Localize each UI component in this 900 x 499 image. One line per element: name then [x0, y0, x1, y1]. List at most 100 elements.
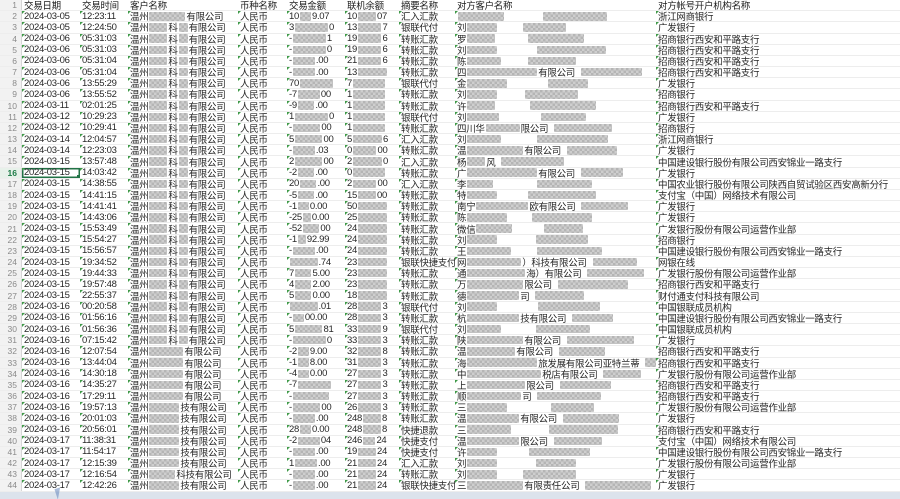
cell-counterparty-bank[interactable]: 广发银行 — [656, 22, 695, 33]
cell-currency[interactable]: 人民币 — [238, 167, 268, 178]
cell-summary[interactable]: 转账汇款 — [399, 223, 438, 234]
cell-time[interactable]: 00:20:58 — [80, 301, 117, 312]
cell-summary[interactable]: 银联代付 — [399, 111, 438, 122]
cell-currency[interactable]: 人民币 — [238, 402, 268, 413]
cell-customer-name[interactable]: 温州科有限公司 — [128, 178, 226, 189]
cell-balance[interactable]: 15 00 — [345, 189, 387, 201]
cell-balance[interactable]: 1 — [345, 100, 399, 111]
cell-date[interactable]: 2024-03-17 — [22, 458, 70, 469]
cell-currency[interactable]: 人民币 — [238, 290, 268, 301]
cell-counterparty-name[interactable] — [455, 11, 656, 21]
cell-currency[interactable]: 人民币 — [238, 335, 268, 346]
cell-amount[interactable]: .74 — [287, 256, 345, 267]
cell-currency[interactable]: 人民币 — [238, 279, 268, 290]
cell-amount[interactable]: 28 0.00 — [287, 424, 330, 435]
cell-counterparty-bank[interactable]: 广发银行 — [656, 480, 695, 491]
cell-summary[interactable]: 转账汇款 — [399, 201, 438, 212]
row-number[interactable]: 13 — [0, 134, 22, 145]
row-number[interactable]: 20 — [0, 212, 22, 223]
cell-counterparty-bank[interactable]: 招商银行西安和平路支行 — [656, 44, 760, 55]
cell-date[interactable]: 2024-03-16 — [22, 413, 70, 424]
cell-summary[interactable]: 汇入汇款 — [399, 134, 438, 145]
cell-counterparty-bank[interactable]: 广发银行股份有限公司运营作业部 — [656, 458, 797, 469]
cell-amount[interactable]: .01 — [287, 301, 345, 312]
row-number[interactable]: 17 — [0, 178, 22, 189]
cell-date[interactable]: 2024-03-15 — [22, 178, 70, 189]
cell-counterparty-name[interactable]: 刘 — [455, 44, 656, 55]
cell-date[interactable]: 2024-03-06 — [22, 55, 70, 67]
cell-counterparty-name[interactable]: 温有限公司 — [455, 145, 656, 155]
row-number[interactable]: 42 — [0, 458, 22, 469]
cell-time[interactable]: 15:54:27 — [80, 234, 117, 245]
cell-balance[interactable]: 2 00 — [345, 178, 388, 189]
cell-date[interactable]: 2024-03-16 — [22, 312, 70, 323]
cell-date[interactable]: 2024-03-06 — [22, 33, 70, 44]
cell-summary[interactable]: 转账汇款 — [399, 368, 438, 379]
cell-summary[interactable]: 转账汇款 — [399, 189, 438, 201]
cell-counterparty-bank[interactable]: 网银在线 — [656, 256, 695, 268]
cell-counterparty-name[interactable]: 上限公司 — [455, 379, 656, 390]
cell-counterparty-name[interactable]: 许 — [455, 446, 656, 457]
cell-currency[interactable]: 人民币 — [238, 391, 268, 402]
cell-counterparty-bank[interactable]: 财付通支付科技有限公司 — [656, 290, 760, 301]
cell-currency[interactable]: 人民币 — [238, 122, 268, 134]
cell-counterparty-bank[interactable]: 中国建设银行股份有限公司西安锦业一路支行 — [656, 446, 843, 458]
cell-counterparty-name[interactable]: 温限公司 — [455, 435, 656, 446]
cell-time[interactable]: 13:44:04 — [80, 357, 117, 368]
cell-time[interactable]: 12:23:03 — [80, 145, 117, 156]
row-number[interactable]: 6 — [0, 55, 22, 67]
cell-counterparty-bank[interactable]: 广发银行 — [656, 413, 695, 424]
cell-customer-name[interactable]: 温州 技有限公司 — [128, 413, 227, 424]
cell-counterparty-bank[interactable]: 中国建设银行股份有限公司西安锦业一路支行 — [656, 312, 843, 323]
cell-summary[interactable]: 银联代付 — [399, 78, 438, 89]
row-number[interactable]: 5 — [0, 44, 22, 55]
cell-summary[interactable]: 快捷退款 — [399, 424, 438, 435]
cell-balance[interactable]: 23 — [345, 256, 399, 267]
cell-summary[interactable]: 汇入汇款 — [399, 178, 438, 189]
row-number[interactable]: 24 — [0, 256, 22, 268]
cell-currency[interactable]: 人民币 — [238, 22, 268, 33]
cell-amount[interactable]: -9.00 — [287, 100, 328, 111]
cell-customer-name[interactable]: 温州科有限公司 — [128, 256, 226, 268]
cell-balance[interactable]: 24 — [345, 245, 399, 256]
cell-customer-name[interactable]: 温州科有限公司 — [128, 55, 226, 67]
cell-time[interactable]: 13:55:52 — [80, 89, 117, 100]
cell-counterparty-bank[interactable]: 招商银行西安和平路支行 — [656, 55, 760, 67]
cell-date[interactable]: 2024-03-15 — [22, 201, 70, 212]
row-number[interactable]: 36 — [0, 391, 22, 402]
cell-amount[interactable]: - .00 — [287, 67, 329, 78]
cell-counterparty-bank[interactable]: 广发银行 — [656, 469, 695, 480]
cell-balance[interactable]: 1 — [345, 111, 399, 122]
row-number[interactable]: 44 — [0, 480, 22, 491]
cell-summary[interactable]: 转账汇款 — [399, 279, 438, 290]
cell-counterparty-bank[interactable]: 支付宝（中国）网络技术有限公司 — [656, 189, 797, 201]
cell-time[interactable]: 05:31:03 — [80, 33, 117, 44]
cell-date[interactable]: 2024-03-16 — [22, 368, 70, 379]
cell-time[interactable]: 19:57:13 — [80, 402, 117, 413]
column-header-time[interactable]: 交易时间 — [82, 1, 119, 11]
cell-date[interactable]: 2024-03-17 — [22, 469, 70, 480]
row-number[interactable]: 12 — [0, 122, 22, 134]
cell-counterparty-bank[interactable]: 广发银行 — [656, 201, 695, 212]
cell-balance[interactable]: 32 8 — [345, 346, 388, 357]
fill-handle[interactable] — [77, 174, 80, 178]
cell-time[interactable]: 14:38:55 — [80, 178, 117, 189]
cell-time[interactable]: 20:56:01 — [80, 424, 117, 435]
row-number[interactable]: 14 — [0, 145, 22, 156]
cell-date[interactable]: 2024-03-17 — [22, 435, 70, 446]
cell-date[interactable]: 2024-03-15 — [22, 167, 80, 178]
column-header-bal[interactable]: 联机余额 — [347, 1, 384, 11]
cell-counterparty-name[interactable]: 南宁 欧有限公司 — [455, 201, 656, 211]
cell-balance[interactable]: 27 3 — [345, 379, 388, 391]
cell-currency[interactable]: 人民币 — [238, 223, 268, 234]
cell-time[interactable]: 10:29:41 — [80, 122, 117, 134]
cell-amount[interactable]: -1 92.99 — [287, 234, 330, 245]
cell-counterparty-bank[interactable]: 广发银行 — [656, 167, 695, 178]
cell-time[interactable]: 12:07:54 — [80, 346, 117, 357]
cell-counterparty-bank[interactable]: 招商银行西安和平路支行 — [656, 379, 760, 391]
cell-customer-name[interactable]: 温州科有限公司 — [128, 100, 226, 111]
cell-customer-name[interactable]: 温州科有限公司 — [128, 245, 226, 256]
cell-currency[interactable]: 人民币 — [238, 134, 268, 145]
cell-summary[interactable]: 汇入汇款 — [399, 11, 438, 22]
